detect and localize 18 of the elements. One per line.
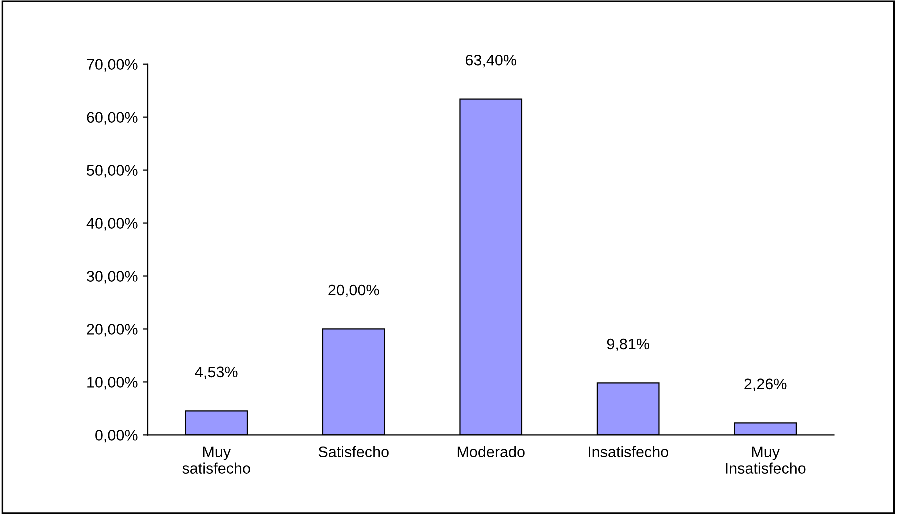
y-tick-label: 50,00% <box>87 165 138 178</box>
x-tick-label: Insatisfecho <box>588 446 668 458</box>
x-tick-label: Muy Insatisfecho <box>726 446 806 474</box>
data-label: 20,00% <box>328 284 380 298</box>
y-tick-label: 20,00% <box>87 324 138 337</box>
data-label: 4,53% <box>195 366 238 380</box>
data-label: 9,81% <box>607 338 650 352</box>
y-tick-label: 40,00% <box>86 218 138 231</box>
x-tick-label: Satisfecho <box>318 446 389 458</box>
data-label: 63,40% <box>466 54 516 68</box>
y-tick-label: 60,00% <box>87 112 138 125</box>
y-tick-label: 30,00% <box>87 271 138 284</box>
y-tick-label: 0,00% <box>96 430 138 443</box>
y-tick-label: 70,00% <box>87 59 138 72</box>
x-tick-label: Muy satisfecho <box>182 446 250 474</box>
data-label: 2,26% <box>744 378 787 392</box>
y-tick-label: 10,00% <box>88 377 138 390</box>
x-tick-label: Moderado <box>458 446 525 458</box>
